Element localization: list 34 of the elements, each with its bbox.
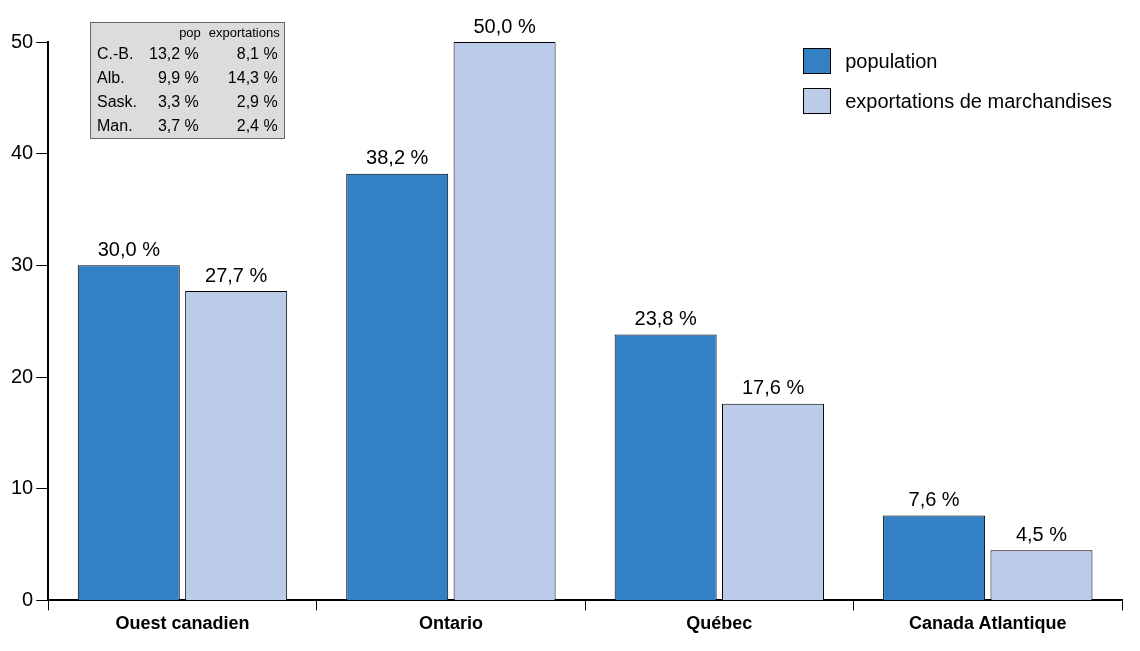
annotation: 13,2 % [148,44,200,64]
x-tick-label: Québec [686,613,753,634]
annotation: 2,9 % [235,92,279,112]
data-label: 27,7 % [205,263,268,286]
data-label: 38,2 % [366,146,429,169]
data-label: 50,0 % [473,14,536,37]
y-tick-label: 50 [11,29,34,52]
data-label: 30,0 % [97,237,161,260]
data-label: 4,5 % [1015,522,1068,545]
annotation: 3,3 % [156,92,200,112]
annotation: 2,4 % [235,116,279,136]
data-label: 7,6 % [908,488,960,511]
annotation: 9,9 % [156,68,200,88]
legend-label: population [845,49,938,73]
y-tick-label: 30 [11,252,34,275]
annotation: 14,3 % [226,68,279,88]
y-tick-label: 20 [11,364,34,387]
y-tick-label: 10 [11,476,34,499]
x-tick-label: Ontario [418,613,483,634]
text: pop [178,24,202,42]
text: exportations [207,24,281,42]
annotation: 3,7 % [156,116,200,136]
annotation: 8,1 % [235,44,279,64]
y-tick-label: 0 [22,587,34,610]
x-tick-label: Ouest canadien [115,613,250,634]
annotation: Man. [96,116,134,136]
y-tick-label: 40 [11,141,34,164]
annotation: Sask. [96,92,138,112]
legend-label: exportations de marchandises [845,89,1112,113]
data-label: 23,8 % [634,307,697,330]
x-tick-label: Canada Atlantique [909,613,1067,634]
annotation: Alb. [96,68,126,88]
annotation: C.-B. [96,44,135,64]
data-label: 17,6 % [741,376,805,399]
